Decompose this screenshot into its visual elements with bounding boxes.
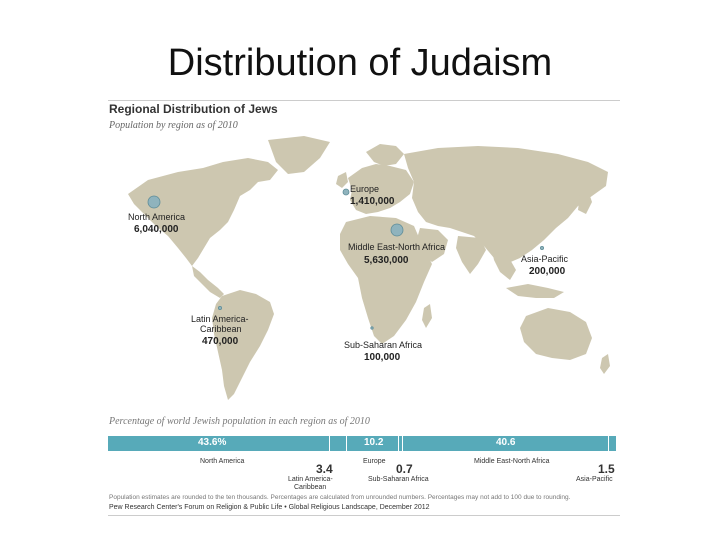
latin-america-label-line1: Latin America- [191,314,249,324]
sub-saharan-africa-share-label: Sub-Saharan Africa [368,476,429,483]
bar-divider [402,436,403,451]
north-america-label: North America [128,212,185,222]
figure-subheading: Population by region as of 2010 [109,120,238,131]
latin-america-share-label-line1: Latin America- [288,476,333,483]
sub-saharan-africa-marker [370,326,374,330]
latin-america-share-value: 3.4 [316,462,333,476]
scandinavia-landmass [366,144,404,166]
middle-east-share-label: Middle East-North Africa [474,458,550,465]
north-america-share-value: 43.6% [198,437,227,448]
footnote: Population estimates are rounded to the … [109,494,571,501]
europe-bubble [342,188,350,196]
africa-landmass [340,216,432,344]
latin-america-marker [218,305,223,310]
central-america-landmass [192,266,224,298]
europe-share-label: Europe [363,458,386,465]
percentage-bar: 43.6% 10.2 40.6 [108,436,616,451]
world-map-svg: North America 6,040,000 Europe 1,410,000… [128,136,610,400]
indonesia-landmass [506,284,564,298]
infographic: Regional Distribution of Jews Population… [108,96,620,516]
latin-america-value: 470,000 [202,336,239,347]
asia-pacific-label: Asia-Pacific [521,254,569,264]
asia-pacific-marker [539,246,544,251]
middle-east-value: 5,630,000 [364,255,409,266]
asia-landmass [404,146,608,264]
bar-divider [398,436,399,451]
japan-landmass [578,190,592,214]
asia-pacific-value: 200,000 [529,266,566,277]
bottom-divider [108,515,620,516]
north-america-landmass [128,158,278,266]
madagascar-landmass [422,304,432,328]
percentage-heading: Percentage of world Jewish population in… [109,416,370,427]
middle-east-label: Middle East-North Africa [348,242,445,252]
australia-landmass [520,308,592,360]
uk-landmass [336,172,348,188]
source-credit: Pew Research Center's Forum on Religion … [109,504,430,511]
new-zealand-landmass [600,354,610,374]
asia-pacific-share-label: Asia-Pacific [576,476,613,483]
landmasses [128,136,610,400]
north-america-value: 6,040,000 [134,224,179,235]
top-divider [108,100,620,101]
europe-label: Europe [350,184,379,194]
europe-value: 1,410,000 [350,196,395,207]
south-america-landmass [212,290,274,400]
latin-america-label-line2: Caribbean [200,324,242,334]
sub-saharan-africa-label: Sub-Saharan Africa [344,340,422,350]
asia-pacific-share-value: 1.5 [598,462,615,476]
bar-divider [329,436,330,451]
figure-heading: Regional Distribution of Jews [109,102,278,116]
bar-divider [608,436,609,451]
sub-saharan-africa-share-value: 0.7 [396,462,413,476]
middle-east-bubble [390,223,404,237]
europe-landmass [348,164,414,214]
southeast-asia-landmass [492,250,516,280]
india-landmass [456,236,486,274]
europe-share-value: 10.2 [364,437,384,448]
slide-title: Distribution of Judaism [167,42,553,84]
sub-saharan-africa-value: 100,000 [364,352,401,363]
latin-america-share-label-line2: Caribbean [294,484,327,491]
world-map: North America 6,040,000 Europe 1,410,000… [108,132,620,408]
bar-divider [346,436,347,451]
north-america-share-label: North America [200,458,245,465]
middle-east-share-value: 40.6 [496,437,516,448]
greenland-landmass [268,136,330,174]
north-america-bubble [147,195,161,209]
